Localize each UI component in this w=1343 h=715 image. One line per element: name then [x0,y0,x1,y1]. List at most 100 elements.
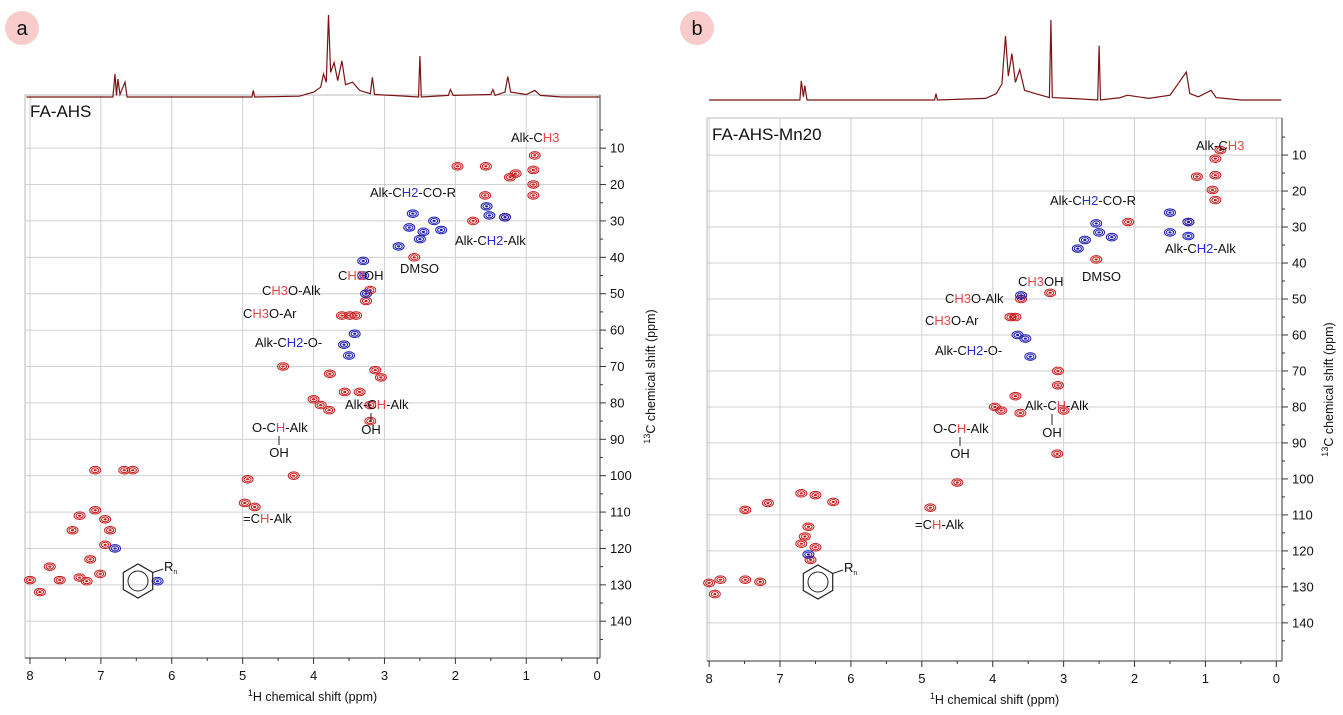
contour-ring [344,352,354,359]
contour-ring [926,504,935,511]
annotation-part: C [1018,274,1027,289]
y-tick-label: 30 [1292,220,1306,235]
panel-letter-badge [680,11,714,45]
contour-ring [468,218,478,224]
contour-peak [479,162,492,171]
annotation: Alk-CH-Alk [1025,398,1089,413]
contour-core [93,469,97,472]
y-axis-label: 13C chemical shift (ppm) [1320,322,1336,456]
annotation-part: H2 [402,185,419,200]
x-tick-label: 5 [918,671,925,686]
contour-core [928,506,932,509]
contour-peak [795,489,808,498]
annotation-part: -CO-R [1098,193,1136,208]
panel-letter: b [691,18,702,40]
panel: a8 7 6 5 4 3 2 1 0102030405060708090100110120130… [5,11,658,704]
contour-core [831,500,835,504]
contour-ring [529,192,538,199]
contour-core [327,409,331,412]
contour-ring [811,492,820,499]
annotation-part: Alk-C [455,233,487,248]
contour-core [88,558,92,561]
contour-peak [1093,228,1106,237]
contour-core [806,525,810,528]
contour-core [758,580,762,583]
contour-ring [105,527,115,534]
contour-ring [1016,296,1026,302]
y-axis-label: 13C chemical shift (ppm) [642,309,658,443]
annotation: Alk-CH3 [1196,138,1244,153]
contour-ring [101,541,110,548]
contour-ring [437,227,446,233]
contour-core [103,518,107,521]
contour-core [718,578,723,581]
y-tick-label: 10 [1292,148,1306,163]
contour-core [1056,384,1060,387]
ring-label-sub: n [853,570,857,577]
contour-core [1126,220,1130,224]
contour-peak [238,498,251,508]
contour-ring [316,402,325,408]
contour-ring [68,527,77,534]
y-tick-label: 110 [1292,507,1313,522]
contour-ring [1016,292,1026,299]
contour-ring [1192,173,1202,180]
contour-peak [1163,228,1176,237]
contour-ring [1006,314,1015,320]
contour-ring [1046,289,1055,296]
contour-ring [35,589,44,596]
contour-ring [429,218,439,224]
annotation: O-CH-Alk [252,420,308,435]
contour-ring [1013,332,1022,338]
annotation-part: DMSO [1082,269,1121,284]
annotation-part: O-Alk [971,291,1004,306]
y-tick-label: 70 [1292,363,1306,378]
contour-core [955,481,959,484]
contour-ring [529,167,538,173]
contour-ring [289,472,298,479]
x-tick-label: 4 [989,671,996,686]
x-tick-label: 1 [1202,671,1209,686]
contour-peak [527,191,540,200]
annotation-part: C [243,306,252,321]
contour-ring [1211,155,1220,162]
annotation-part: -Alk [269,511,292,526]
annotation: CH3O-Alk [262,283,321,298]
annotation-part: Alk-C [1025,398,1057,413]
y-tick-label: 120 [1292,543,1314,558]
contour-ring [481,192,490,199]
contour-core [411,212,415,215]
ring-label-main: R [164,559,173,574]
annotation-part: H3 [1027,274,1044,289]
annotation-part: H3 [1228,138,1245,153]
contour-ring [339,341,349,348]
contour-core [1055,452,1059,455]
contour-core [1008,315,1013,319]
contour-ring [811,544,820,551]
contour-core [1094,222,1098,225]
annotation-part: OH [1044,274,1064,289]
contour-ring [75,574,84,581]
contour-core [1213,157,1217,160]
contour-ring [371,367,380,374]
contour-ring [1092,220,1101,227]
contour-core [103,543,107,546]
y-tick-label: 140 [610,614,632,629]
contour-ring [710,591,719,597]
contour-ring [359,258,368,264]
contour-core [77,576,82,579]
contour-ring [55,577,64,584]
benzene-aromatic [127,570,149,592]
contour-ring [1080,237,1089,243]
annotation-part: H3 [934,313,951,328]
contour-peak [1024,352,1037,361]
contour-ring [1124,219,1133,225]
contour-ring [101,516,110,523]
annotation-part: C [925,313,934,328]
contour-ring [359,272,368,279]
contour-ring [153,578,162,585]
annotation: Alk-CH2-CO-R [1050,193,1136,208]
contour-core [155,580,160,583]
contour-peak [369,365,382,375]
annotation-part: H3 [347,268,364,283]
